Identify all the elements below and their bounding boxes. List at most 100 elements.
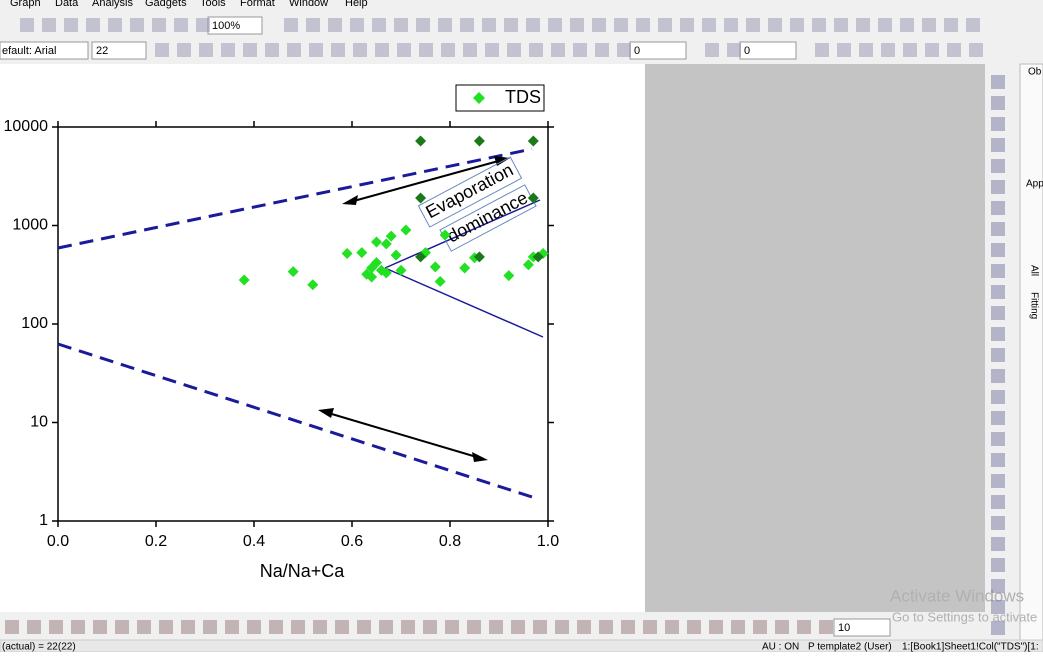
- toolbar-icon: [467, 620, 481, 634]
- toolbar-icon: [775, 620, 789, 634]
- point: [459, 262, 471, 274]
- size[interactable]: 22: [96, 45, 108, 57]
- toolbar-icon: [526, 18, 540, 32]
- toolbar-icon: [181, 620, 195, 634]
- toolbar-icon: [489, 620, 503, 634]
- toolbar-icon: [353, 43, 367, 57]
- menu-item[interactable]: Window: [289, 0, 328, 9]
- toolbar-icon: [702, 18, 716, 32]
- menu-item[interactable]: Tools: [200, 0, 226, 9]
- toolbar-icon: [991, 222, 1005, 236]
- size-box[interactable]: [91, 41, 147, 60]
- font[interactable]: efault: Arial: [2, 45, 56, 57]
- toolbar-icon: [49, 620, 63, 634]
- toolbar-icon: [903, 43, 917, 57]
- pattern-box[interactable]: [739, 41, 797, 60]
- toolbar-icon: [797, 620, 811, 634]
- toolbar-icon: [922, 18, 936, 32]
- point: [415, 251, 427, 263]
- toolbar-icon: [93, 620, 107, 634]
- toolbar-icon: [573, 43, 587, 57]
- point: [380, 267, 392, 279]
- toolbar-icon: [203, 620, 217, 634]
- point: [532, 251, 544, 263]
- toolbar-icon: [991, 306, 1005, 320]
- toolbar-icon: [991, 75, 1005, 89]
- toolbar-icon: [991, 243, 1005, 257]
- toolbar-icon: [306, 18, 320, 32]
- toolbar-icon: [991, 348, 1005, 362]
- toolbar-icon: [768, 18, 782, 32]
- point: [371, 236, 382, 248]
- toolbar-icon: [155, 43, 169, 57]
- toolbar-icon: [485, 43, 499, 57]
- toolbar-icon: [199, 43, 213, 57]
- panel-tab[interactable]: App: [1026, 179, 1043, 190]
- toolbar-icon: [991, 159, 1005, 173]
- toolbar-icon: [991, 96, 1005, 110]
- toolbar-icon: [551, 43, 565, 57]
- status-text: 1:[Book1]Sheet1!Col("TDS")[1:: [902, 642, 1039, 652]
- toolbar-icon: [287, 43, 301, 57]
- toolbar-icon: [350, 18, 364, 32]
- panel-tab[interactable]: All: [1028, 265, 1039, 276]
- toolbar-icon: [397, 43, 411, 57]
- x-tick-label: 1.0: [537, 533, 559, 550]
- zoom[interactable]: 100%: [212, 20, 240, 32]
- toolbar-icon: [416, 18, 430, 32]
- toolbar-icon: [881, 43, 895, 57]
- toolbar-icon: [592, 18, 606, 32]
- menu-item[interactable]: Graph: [10, 0, 41, 9]
- toolbar-icon: [577, 620, 591, 634]
- toolbar-icon: [423, 620, 437, 634]
- toolbar-icon: [643, 620, 657, 634]
- panel-tab[interactable]: Ob: [1028, 67, 1042, 78]
- menu-item[interactable]: Data: [55, 0, 79, 9]
- font-box[interactable]: [0, 41, 89, 60]
- menu-item[interactable]: Help: [345, 0, 368, 9]
- point: [356, 247, 368, 259]
- toolbar-icon: [991, 432, 1005, 446]
- toolbar-icon: [533, 620, 547, 634]
- panel-tab[interactable]: Fitting: [1028, 292, 1039, 319]
- toolbar-icon: [731, 620, 745, 634]
- toolbar-icon: [947, 43, 961, 57]
- toolbar-icon: [548, 18, 562, 32]
- toolbar-icon: [463, 43, 477, 57]
- toolbar-icon: [595, 43, 609, 57]
- toolbar-icon: [991, 411, 1005, 425]
- gibbs-lines: [57, 147, 544, 499]
- menu-item[interactable]: Gadgets: [145, 0, 187, 9]
- toolbar-icon: [837, 43, 851, 57]
- zoom-box[interactable]: [207, 16, 263, 35]
- point: [527, 135, 539, 147]
- point: [439, 229, 451, 241]
- toolbar-icon: [221, 43, 235, 57]
- toolbar-icon: [991, 558, 1005, 572]
- toolbar-icon: [529, 43, 543, 57]
- toolbar-icon: [335, 620, 349, 634]
- toolbar-icon: [379, 620, 393, 634]
- toolbar-icon: [247, 620, 261, 634]
- toolbar-icon: [746, 18, 760, 32]
- pattern[interactable]: 0: [744, 45, 750, 57]
- toolbar-icon: [753, 620, 767, 634]
- width-box[interactable]: [629, 41, 687, 60]
- object-panel: [1019, 63, 1043, 641]
- toolbar-icon: [969, 43, 983, 57]
- lower-boundary: [57, 342, 533, 499]
- toolbar-icon: [991, 138, 1005, 152]
- menu-item[interactable]: Format: [240, 0, 275, 9]
- menu-item[interactable]: Analysis: [92, 0, 133, 9]
- line-width[interactable]: 0: [634, 45, 640, 57]
- toolbar-icon: [878, 18, 892, 32]
- bottom-size-box[interactable]: [833, 618, 891, 637]
- x-tick-label: 0.6: [341, 533, 363, 550]
- menu-bar: Graph Data Analysis Gadgets Tools Format Windo…: [10, 0, 368, 9]
- toolbar-icon: [177, 43, 191, 57]
- point: [473, 135, 485, 147]
- x-tick-label: 0.0: [47, 533, 69, 550]
- point: [287, 266, 299, 278]
- arrow-lower: [324, 411, 481, 459]
- bottom-size[interactable]: 10: [838, 622, 850, 634]
